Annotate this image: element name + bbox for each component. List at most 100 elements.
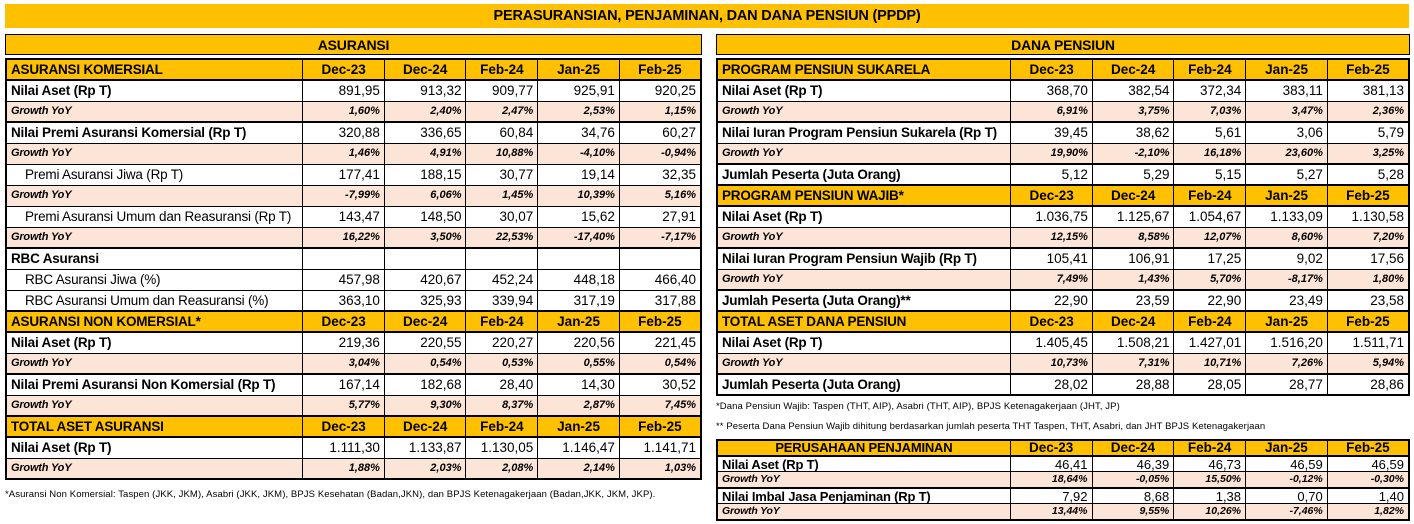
row-label: RBC Asuransi Jiwa (%): [5, 268, 304, 291]
value-cell: 1,60%: [302, 100, 385, 123]
value-cell: 2,08%: [465, 457, 539, 480]
row-label: Nilai Aset (Rp T): [716, 454, 1011, 473]
row-label: Nilai Imbal Jasa Penjaminan (Rp T): [716, 486, 1011, 505]
asuransi-footnote: *Asuransi Non Komersial: Taspen (JKK, JK…: [5, 489, 656, 500]
section-header-label: PROGRAM PENSIUN WAJIB*: [716, 184, 1012, 207]
page-title: PERASURANSIAN, PENJAMINAN, DAN DANA PENS…: [5, 4, 1409, 28]
growth-row: Growth YoY 7,49% 1,43% 5,70% -8,17% 1,80%: [716, 268, 1410, 291]
value-cell: 1,82%: [1326, 503, 1410, 521]
data-row: Nilai Aset (Rp T) 1.405,45 1.508,21 1.427,0…: [716, 331, 1410, 354]
section-header-row: TOTAL ASET ASURANSI Dec-23 Dec-24 Feb-24 Jan…: [5, 415, 702, 438]
column-header: Jan-25: [537, 58, 620, 81]
data-row: Nilai Iuran Program Pensiun Wajib (Rp T)…: [716, 247, 1410, 270]
empty-cell: [537, 247, 620, 270]
value-cell: 9,30%: [383, 394, 467, 417]
value-cell: 2,36%: [1326, 100, 1410, 123]
value-cell: 27,91: [618, 205, 702, 228]
value-cell: 1,03%: [618, 457, 702, 480]
data-row: Nilai Imbal Jasa Penjaminan (Rp T) 7,92 8,…: [716, 486, 1410, 505]
data-row: Nilai Aset (Rp T) 219,36 220,55 220,27 220,5…: [5, 331, 702, 354]
value-cell: 46,59: [1245, 454, 1328, 473]
value-cell: 5,12: [1010, 163, 1093, 186]
growth-row: Growth YoY 10,73% 7,31% 10,71% 7,26% 5,94%: [716, 352, 1410, 375]
value-cell: 9,02: [1245, 247, 1328, 270]
column-header: Feb-24: [465, 415, 539, 438]
data-row: RBC Asuransi Umum dan Reasuransi (%) 363,…: [5, 289, 702, 312]
row-label: Growth YoY: [5, 100, 304, 123]
value-cell: 891,95: [302, 79, 385, 102]
value-cell: 28,77: [1245, 373, 1328, 396]
column-header: Dec-23: [1010, 184, 1093, 207]
data-row: Nilai Aset (Rp T) 1.036,75 1.125,67 1.054,6…: [716, 205, 1410, 228]
column-header: Dec-23: [302, 415, 385, 438]
value-cell: 6,06%: [383, 184, 467, 207]
dana-pensiun-table-mount: PROGRAM PENSIUN SUKARELA Dec-23 Dec-24 Feb-…: [716, 58, 1410, 396]
value-cell: 336,65: [383, 121, 467, 144]
row-label: Premi Asuransi Umum dan Reasuransi (Rp T…: [5, 205, 304, 228]
column-header: Jan-25: [1245, 58, 1328, 81]
value-cell: 1.130,05: [465, 436, 539, 459]
value-cell: 5,27: [1245, 163, 1328, 186]
value-cell: 60,27: [618, 121, 702, 144]
value-cell: 1,80%: [1326, 268, 1410, 291]
column-header: Dec-23: [1009, 438, 1093, 457]
row-label: Nilai Aset (Rp T): [716, 205, 1012, 228]
value-cell: 1,88%: [302, 457, 385, 480]
value-cell: 5,70%: [1173, 268, 1247, 291]
column-header: Jan-25: [537, 310, 620, 333]
value-cell: 372,34: [1173, 79, 1247, 102]
column-header: Dec-24: [383, 58, 467, 81]
value-cell: 2,40%: [383, 100, 467, 123]
asuransi-table: ASURANSI KOMERSIAL Dec-23 Dec-24 Feb-24 Jan-…: [5, 58, 702, 480]
column-header: Dec-24: [1091, 58, 1175, 81]
value-cell: 1,45%: [465, 184, 539, 207]
column-header: Feb-24: [465, 310, 539, 333]
value-cell: 148,50: [383, 205, 467, 228]
value-cell: 7,26%: [1245, 352, 1328, 375]
row-label: Growth YoY: [716, 268, 1012, 291]
value-cell: 0,54%: [383, 352, 467, 375]
value-cell: 1.036,75: [1010, 205, 1093, 228]
value-cell: 1,46%: [302, 142, 385, 165]
growth-row: Growth YoY 5,77% 9,30% 8,37% 2,87% 7,45%: [5, 394, 702, 417]
growth-row: Growth YoY 1,88% 2,03% 2,08% 2,14% 1,03%: [5, 457, 702, 480]
value-cell: 8,60%: [1245, 226, 1328, 249]
row-label: Growth YoY: [5, 394, 304, 417]
empty-cell: [618, 247, 702, 270]
value-cell: 8,37%: [465, 394, 539, 417]
column-header: Jan-25: [1245, 184, 1328, 207]
dana-pensiun-footnote-1: *Dana Pensiun Wajib: Taspen (THT, AIP), …: [716, 401, 1120, 412]
value-cell: 1.125,67: [1091, 205, 1175, 228]
column-header: Feb-24: [1173, 438, 1247, 457]
value-cell: -4,10%: [537, 142, 620, 165]
data-row: Nilai Iuran Program Pensiun Sukarela (Rp…: [716, 121, 1410, 144]
row-label: Jumlah Peserta (Juta Orang)**: [716, 289, 1012, 312]
value-cell: 19,90%: [1010, 142, 1093, 165]
value-cell: 5,16%: [618, 184, 702, 207]
asuransi-section-title: ASURANSI: [5, 34, 702, 55]
row-label: Nilai Premi Asuransi Non Komersial (Rp T…: [5, 373, 304, 396]
value-cell: -7,99%: [302, 184, 385, 207]
asuransi-panel: ASURANSI ASURANSI KOMERSIAL Dec-23 Dec-24 F…: [5, 34, 702, 500]
value-cell: 106,91: [1091, 247, 1175, 270]
value-cell: 7,49%: [1010, 268, 1093, 291]
section-header-row: PROGRAM PENSIUN WAJIB* Dec-23 Dec-24 Feb-24…: [716, 184, 1410, 207]
row-label: Nilai Aset (Rp T): [5, 79, 304, 102]
row-label: Growth YoY: [5, 142, 304, 165]
column-header: Dec-24: [1091, 184, 1175, 207]
value-cell: 39,45: [1010, 121, 1093, 144]
value-cell: 60,84: [465, 121, 539, 144]
value-cell: 220,55: [383, 331, 467, 354]
value-cell: 38,62: [1091, 121, 1175, 144]
value-cell: 2,53%: [537, 100, 620, 123]
section-header-row: PROGRAM PENSIUN SUKARELA Dec-23 Dec-24 Feb-…: [716, 58, 1410, 81]
value-cell: 46,41: [1009, 454, 1093, 473]
value-cell: 28,40: [465, 373, 539, 396]
column-header: Jan-25: [1245, 310, 1328, 333]
value-cell: 913,32: [383, 79, 467, 102]
value-cell: 320,88: [302, 121, 385, 144]
value-cell: 0,70: [1245, 486, 1328, 505]
section-header-row: PERUSAHAAN PENJAMINAN Dec-23 Dec-24 Feb-24 J…: [716, 438, 1410, 457]
value-cell: -0,12%: [1245, 471, 1328, 489]
value-cell: 143,47: [302, 205, 385, 228]
